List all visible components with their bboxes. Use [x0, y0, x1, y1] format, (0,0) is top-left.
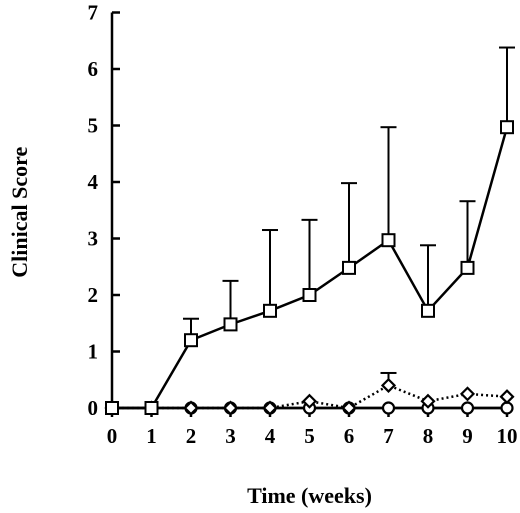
square-marker [263, 303, 277, 318]
x-tick-label: 6 [344, 424, 355, 448]
square-marker [342, 260, 356, 275]
x-ticks: 0 1 2 3 4 5 6 7 8 9 10 [107, 408, 518, 448]
axes [110, 12, 509, 410]
x-tick-label: 10 [497, 424, 518, 448]
circle-marker [460, 401, 475, 415]
y-tick-label: 5 [88, 114, 99, 138]
x-tick-label: 3 [225, 424, 236, 448]
x-tick-label: 2 [186, 424, 197, 448]
diamond-marker [301, 393, 318, 409]
series-line [112, 384, 508, 410]
y-ticks: 0 1 2 3 4 5 6 7 [88, 1, 120, 420]
x-tick-label: 5 [304, 424, 315, 448]
square-marker [460, 260, 475, 275]
diamond-marker [459, 386, 476, 402]
diamond-marker [262, 400, 278, 416]
diamond-marker [380, 377, 397, 393]
square-marker [421, 303, 435, 318]
x-tick-label: 0 [107, 424, 118, 448]
x-tick-label: 4 [265, 424, 276, 448]
square-marker [223, 317, 238, 332]
x-tick-label: 1 [146, 424, 157, 448]
square-marker [184, 333, 198, 348]
diamond-marker [341, 400, 357, 416]
series-layer [104, 46, 515, 416]
x-tick-label: 9 [462, 424, 473, 448]
series-square [105, 46, 515, 415]
y-tick-label: 0 [88, 396, 99, 420]
y-axis-title: Clinical Score [7, 147, 32, 278]
diamond-marker [499, 389, 515, 405]
diamond-marker [222, 400, 239, 416]
diamond-marker [420, 393, 436, 409]
y-tick-label: 2 [88, 283, 99, 307]
circle-marker [381, 401, 396, 415]
x-tick-label: 8 [423, 424, 434, 448]
y-tick-label: 1 [88, 340, 99, 364]
y-tick-label: 3 [88, 227, 99, 251]
x-tick-label: 7 [383, 424, 394, 448]
square-marker [144, 401, 159, 415]
y-tick-label: 4 [88, 170, 99, 194]
y-tick-label: 7 [88, 1, 99, 25]
series-diamond [104, 371, 515, 416]
square-marker [105, 401, 119, 415]
x-axis-title: Time (weeks) [247, 483, 372, 508]
square-marker [381, 233, 396, 248]
diamond-marker [183, 400, 199, 416]
square-marker [500, 120, 514, 135]
y-tick-label: 6 [88, 57, 99, 81]
square-marker [302, 288, 317, 302]
